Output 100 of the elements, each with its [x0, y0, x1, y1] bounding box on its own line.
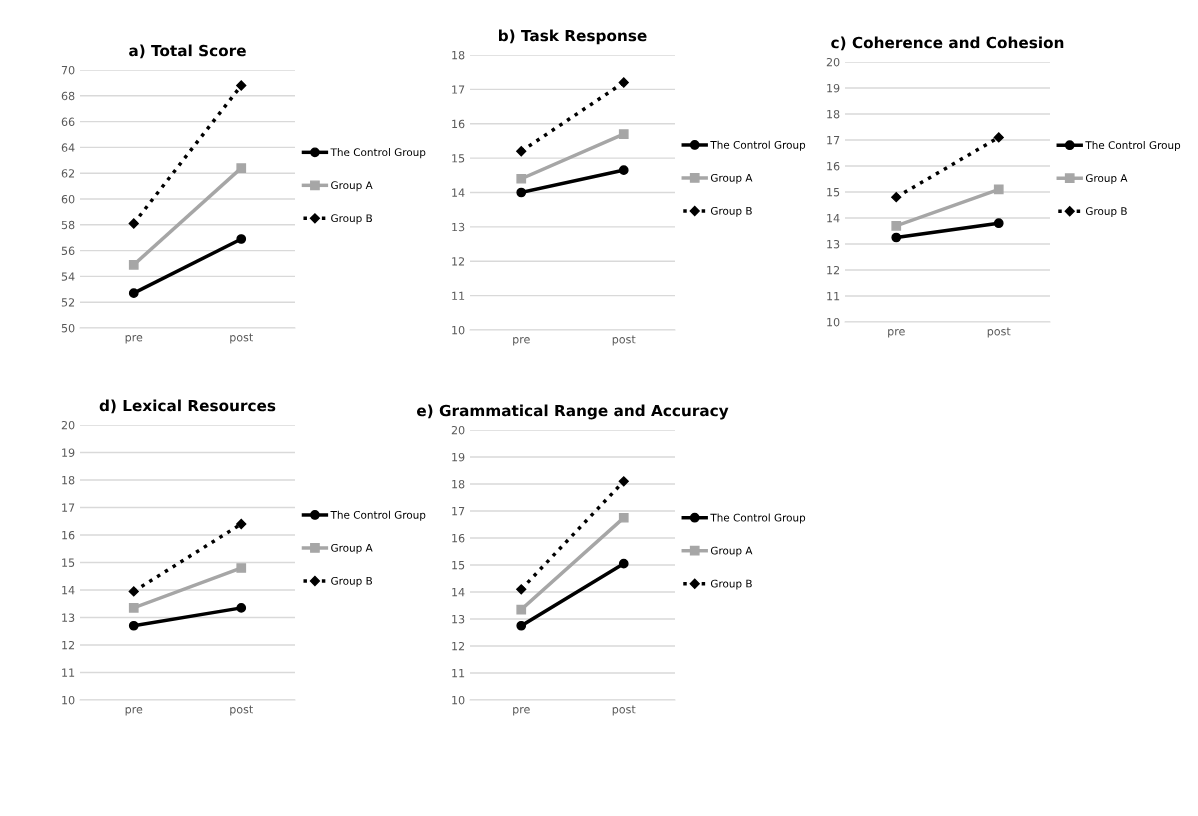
point — [993, 184, 1004, 195]
y-tick-label: 64 — [61, 143, 75, 152]
y-tick-label: 17 — [827, 136, 840, 145]
y-tick-label: 13 — [62, 613, 75, 622]
y-tick-label: 19 — [62, 448, 75, 457]
y-tick-label: 20 — [451, 425, 465, 435]
point — [236, 518, 247, 530]
y-tick-label: 56 — [61, 246, 75, 255]
point — [128, 288, 139, 299]
legend-label: The Control Group — [710, 513, 806, 524]
y-tick-label: 15 — [452, 154, 465, 163]
legend-label: The Control Group — [1085, 140, 1181, 152]
x-tick-label: pre — [125, 335, 143, 344]
y-tick-label: 14 — [62, 586, 75, 595]
y-tick-label: 68 — [61, 91, 75, 101]
y-tick-label: 11 — [62, 668, 75, 677]
y-tick-label: 18 — [827, 109, 840, 119]
y-tick-label: 11 — [452, 669, 465, 678]
y-tick-label: 54 — [61, 272, 75, 281]
y-tick-label: 20 — [61, 420, 75, 430]
y-tick-label: 16 — [452, 119, 465, 129]
y-tick-label: 16 — [827, 161, 840, 171]
y-tick-label: 12 — [827, 265, 840, 275]
legend-label: Group B — [1085, 207, 1127, 218]
legend-label: Group B — [710, 206, 752, 217]
legend-label: Group B — [331, 576, 372, 587]
y-tick-label: 17 — [452, 507, 465, 516]
point — [516, 584, 527, 595]
x-tick-label: pre — [513, 337, 530, 346]
legend-label: Group B — [331, 214, 372, 225]
legend-label: Group A — [710, 546, 753, 557]
y-tick-label: 14 — [452, 188, 465, 197]
y-tick-label: 19 — [827, 83, 840, 93]
x-tick-label: post — [230, 333, 253, 344]
y-tick-label: 52 — [61, 298, 75, 307]
x-tick-label: pre — [125, 707, 143, 716]
y-tick-label: 13 — [827, 239, 840, 249]
point — [618, 129, 629, 139]
x-tick-label: pre — [513, 707, 530, 716]
y-tick-label: 18 — [452, 479, 465, 489]
y-tick-label: 62 — [61, 169, 75, 178]
y-tick-label: 10 — [62, 695, 75, 705]
y-tick-label: 12 — [62, 640, 75, 650]
y-tick-label: 10 — [827, 317, 840, 327]
y-tick-label: 14 — [452, 588, 465, 597]
point — [128, 620, 139, 631]
y-tick-label: 11 — [452, 291, 465, 300]
point — [618, 165, 629, 176]
y-tick-label: 17 — [452, 85, 465, 94]
legend-label: The Control Group — [710, 140, 806, 151]
legend-label: The Control Group — [330, 510, 426, 521]
chart-title: c) Coherence and Cohesion — [831, 36, 1064, 51]
y-tick-label: 20 — [826, 57, 840, 67]
point — [236, 234, 247, 244]
point — [236, 163, 247, 173]
point — [618, 512, 629, 523]
legend-label: Group A — [1085, 174, 1128, 185]
legend-label: The Control Group — [330, 148, 426, 159]
point — [993, 132, 1004, 143]
y-tick-label: 15 — [62, 558, 75, 567]
point — [128, 259, 139, 270]
point — [236, 80, 247, 91]
y-tick-label: 13 — [452, 614, 465, 624]
y-tick-label: 11 — [827, 292, 840, 301]
chart-title: b) Task Response — [499, 29, 647, 45]
y-tick-label: 17 — [62, 503, 75, 512]
x-tick-label: post — [987, 327, 1011, 338]
legend-label: Group A — [331, 543, 373, 554]
y-tick-label: 58 — [61, 220, 75, 230]
point — [516, 620, 527, 631]
y-tick-label: 12 — [452, 257, 465, 266]
point — [516, 187, 527, 198]
y-tick-label: 12 — [452, 641, 465, 651]
y-tick-label: 18 — [452, 50, 465, 60]
y-tick-label: 66 — [61, 117, 75, 126]
point — [128, 218, 139, 229]
y-tick-label: 16 — [62, 530, 75, 540]
y-tick-label: 15 — [827, 188, 840, 197]
point — [128, 603, 139, 613]
point — [618, 476, 629, 487]
point — [891, 192, 902, 203]
point — [618, 558, 629, 569]
y-tick-label: 13 — [452, 222, 465, 232]
legend-label: Group A — [710, 173, 753, 184]
y-tick-label: 14 — [827, 214, 840, 223]
chart-title: d) Lexical Resources — [99, 399, 276, 414]
x-tick-label: post — [230, 705, 253, 716]
point — [516, 604, 527, 615]
point — [236, 603, 247, 613]
y-tick-label: 19 — [452, 452, 465, 462]
x-tick-label: post — [612, 705, 636, 716]
legend-label: Group A — [331, 181, 373, 192]
point — [128, 586, 139, 597]
y-tick-label: 50 — [61, 323, 75, 333]
point — [618, 77, 629, 88]
point — [993, 218, 1004, 229]
y-tick-label: 10 — [452, 695, 465, 705]
point — [891, 220, 902, 231]
y-tick-label: 70 — [61, 65, 75, 75]
y-tick-label: 18 — [62, 475, 75, 485]
